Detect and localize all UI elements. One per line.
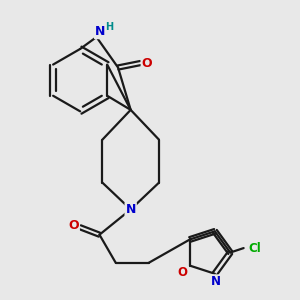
Text: H: H: [106, 22, 114, 32]
Text: N: N: [95, 25, 105, 38]
Text: O: O: [68, 219, 79, 232]
Text: Cl: Cl: [248, 242, 261, 255]
Text: N: N: [125, 203, 136, 216]
Text: O: O: [142, 57, 152, 70]
Text: O: O: [178, 266, 188, 279]
Text: N: N: [211, 275, 221, 288]
